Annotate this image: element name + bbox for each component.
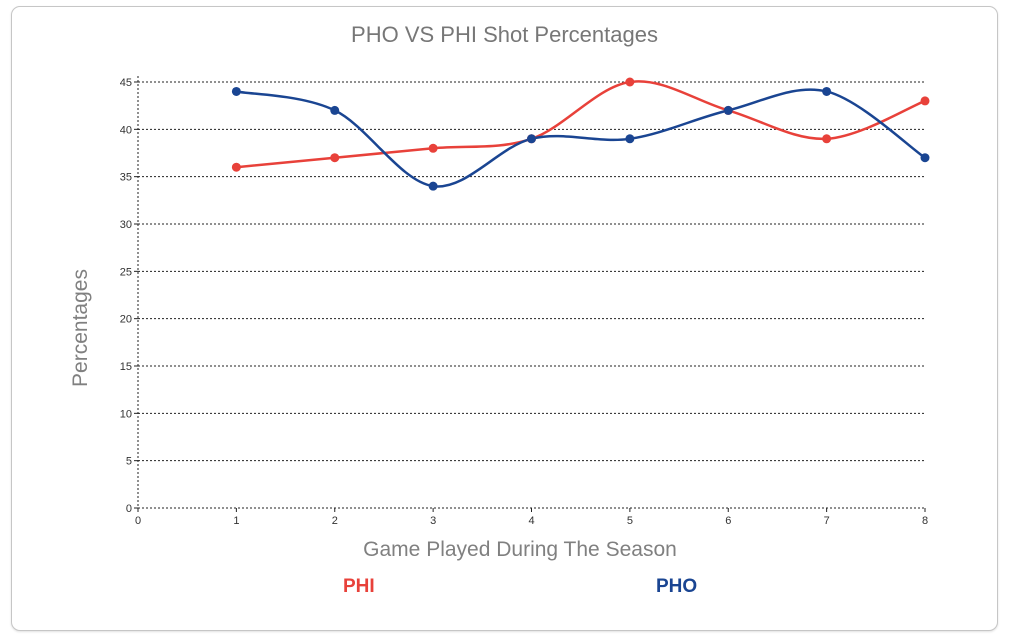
series-line-phi xyxy=(236,80,926,169)
y-tick-label: 10 xyxy=(120,408,132,420)
x-axis-title: Game Played During The Season xyxy=(363,538,677,561)
x-tick-label: 1 xyxy=(233,515,239,527)
data-point-pho xyxy=(723,105,733,115)
y-tick-label: 20 xyxy=(120,314,132,326)
data-point-phi xyxy=(625,77,635,87)
x-tick-label: 0 xyxy=(135,515,141,527)
x-tick-label: 2 xyxy=(332,515,338,527)
legend-item-phi: PHI xyxy=(343,576,375,597)
x-tick-label: 3 xyxy=(430,515,436,527)
legend-item-pho: PHO xyxy=(656,576,698,597)
x-tick-label: 8 xyxy=(922,515,928,527)
x-tick-label: 7 xyxy=(824,515,830,527)
axes xyxy=(134,76,926,512)
data-point-phi xyxy=(822,134,832,144)
data-point-pho xyxy=(330,105,340,115)
x-tick-label: 5 xyxy=(627,515,633,527)
y-tick-label: 5 xyxy=(126,456,132,468)
series-line-pho xyxy=(236,88,926,188)
x-tick-label: 6 xyxy=(725,515,731,527)
y-tick-label: 25 xyxy=(120,266,132,278)
data-point-pho xyxy=(822,86,832,96)
data-point-phi xyxy=(920,96,930,106)
series-lines xyxy=(236,80,926,188)
data-point-pho xyxy=(428,181,438,191)
data-point-phi xyxy=(428,143,438,153)
series-points xyxy=(231,77,930,191)
data-point-phi xyxy=(330,153,340,163)
y-axis-title: Percentages xyxy=(69,269,92,387)
data-point-phi xyxy=(231,162,241,172)
y-tick-label: 15 xyxy=(120,361,132,373)
data-point-pho xyxy=(625,134,635,144)
gridlines xyxy=(138,81,925,462)
y-tick-label: 35 xyxy=(120,172,132,184)
data-point-pho xyxy=(920,153,930,163)
data-point-pho xyxy=(231,86,241,96)
y-tick-label: 45 xyxy=(120,77,132,89)
y-tick-label: 40 xyxy=(120,124,132,136)
data-point-pho xyxy=(527,134,536,144)
chart-title: PHO VS PHI Shot Percentages xyxy=(351,22,658,47)
x-tick-label: 4 xyxy=(528,515,534,527)
y-tick-label: 30 xyxy=(120,219,132,231)
y-tick-label: 0 xyxy=(126,503,132,515)
